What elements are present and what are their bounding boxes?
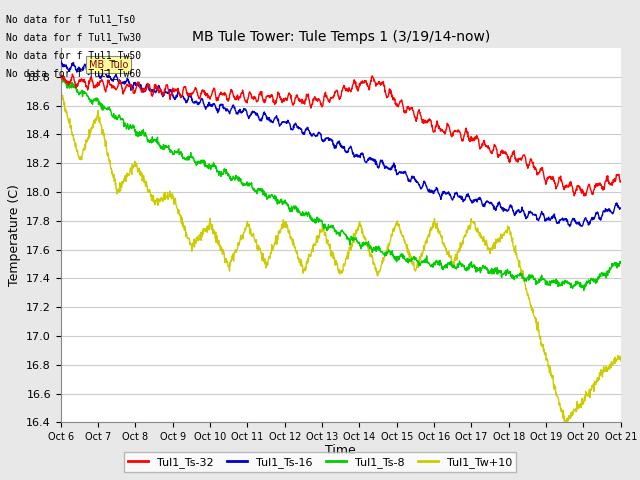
Text: No data for f Tul1_Tw30: No data for f Tul1_Tw30 (6, 32, 141, 43)
Text: MB_Tulo: MB_Tulo (89, 59, 128, 70)
Legend: Tul1_Ts-32, Tul1_Ts-16, Tul1_Ts-8, Tul1_Tw+10: Tul1_Ts-32, Tul1_Ts-16, Tul1_Ts-8, Tul1_… (124, 452, 516, 472)
Text: No data for f Tul1_Tw60: No data for f Tul1_Tw60 (6, 68, 141, 79)
Text: No data for f Tul1_Ts0: No data for f Tul1_Ts0 (6, 13, 136, 24)
Text: No data for f Tul1_Tw50: No data for f Tul1_Tw50 (6, 50, 141, 61)
X-axis label: Time: Time (325, 444, 356, 456)
Title: MB Tule Tower: Tule Temps 1 (3/19/14-now): MB Tule Tower: Tule Temps 1 (3/19/14-now… (191, 30, 490, 44)
Y-axis label: Temperature (C): Temperature (C) (8, 184, 20, 286)
